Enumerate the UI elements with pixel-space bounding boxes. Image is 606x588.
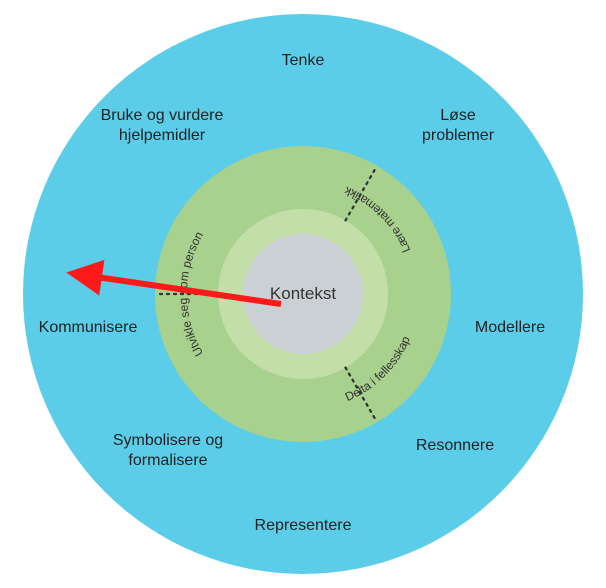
outer-label: Modellere bbox=[475, 319, 545, 336]
diagram-svg: Utvikle seg som personLære matematikkDel… bbox=[0, 0, 606, 588]
outer-label: Bruke og vurdere bbox=[101, 107, 224, 124]
outer-label: problemer bbox=[422, 127, 495, 144]
outer-label: Tenke bbox=[282, 52, 325, 69]
outer-label: hjelpemidler bbox=[119, 127, 206, 144]
outer-label: Representere bbox=[255, 517, 352, 534]
outer-label: Symbolisere og bbox=[113, 432, 223, 449]
radial-diagram: Utvikle seg som personLære matematikkDel… bbox=[0, 0, 606, 588]
outer-label: formalisere bbox=[128, 452, 207, 469]
outer-label: Kommunisere bbox=[39, 319, 138, 336]
core-label: Kontekst bbox=[270, 284, 336, 303]
outer-label: Resonnere bbox=[416, 437, 494, 454]
outer-label: Løse bbox=[440, 107, 476, 124]
